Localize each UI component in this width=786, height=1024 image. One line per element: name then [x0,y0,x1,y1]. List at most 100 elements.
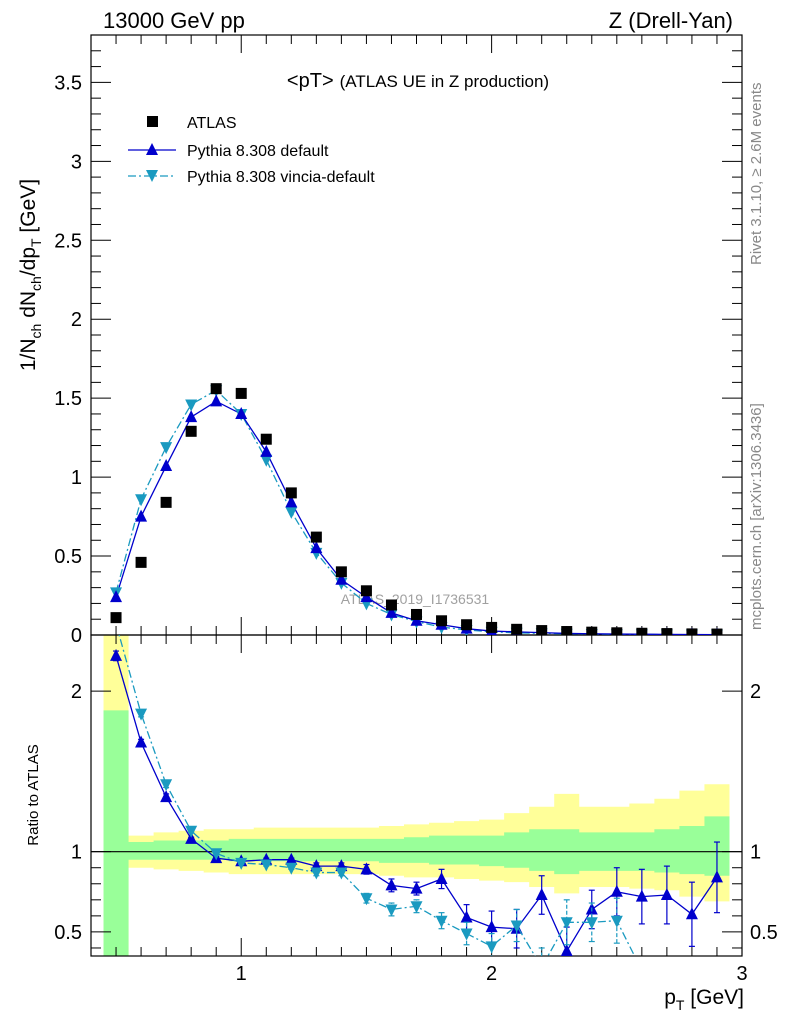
atlas-point [536,625,548,635]
plot-title: <pT> (ATLAS UE in Z production) [287,70,549,92]
ratio-default-point [560,944,573,956]
legend-label-default: Pythia 8.308 default [187,143,329,160]
ratio-vincia-point [210,848,223,861]
atlas-point [711,628,723,635]
vincia-point [285,506,298,519]
ratio-vincia-point [185,825,198,838]
default-point [385,605,398,618]
atlas-point [511,623,523,635]
atlas-point [611,627,623,635]
ratio-series [110,635,723,977]
default-point [335,572,348,585]
ratio-vincia-point [510,920,523,933]
ratio-default-point [410,881,423,894]
default-point [160,459,173,472]
default-point [135,509,148,522]
default-point [260,444,273,457]
header-left: 13000 GeV pp [103,8,245,33]
main-y-tick-label: 2.5 [54,230,82,252]
main-y-tick-label: 3 [71,151,82,173]
atlas-point [160,496,172,508]
ratio-default-point [660,888,673,901]
plot-title-sub: (ATLAS UE in Z production) [340,72,549,91]
atlas-point [285,487,297,499]
ratio-vincia-point [460,928,473,941]
ratio-default-point [485,920,498,933]
atlas-point [260,433,272,445]
ratio-default-point [185,831,198,844]
ratio-default-point [710,870,723,883]
main-y-tick-label: 1.5 [54,388,82,410]
ratio-y-tick-label: 0.5 [54,922,82,944]
atlas-point [360,585,372,597]
ratio-vincia-point [135,708,148,721]
atlas-point [686,628,698,635]
ratio-axes: 0.5 0.5 1 1 2 2 1 2 3 [54,635,778,985]
ratio-vincia-point [235,857,248,870]
atlas-point [110,612,122,624]
ratio-vincia-point [335,867,348,880]
ratio-y-tick-label-right: 2 [750,681,761,703]
ratio-vincia-point [636,965,648,977]
vincia-point [135,494,148,507]
legend-label-atlas: ATLAS [187,115,237,132]
atlas-point [436,615,448,627]
analysis-watermark: ATLAS_2019_I1736531 [341,591,490,607]
atlas-point [636,627,648,635]
vincia-point [160,442,173,455]
main-y-tick-label: 0.5 [54,546,82,568]
main-y-tick-label: 1 [71,467,82,489]
ratio-y-tick-label: 1 [71,842,82,864]
ratio-default-point [135,735,148,748]
atlas-point [210,383,222,395]
ratio-uncertainty-bands [91,635,742,956]
rivet-version-label: Rivet 3.1.10, ≥ 2.6M events [748,83,765,266]
main-series [110,383,723,635]
ratio-y-tick-label: 2 [71,681,82,703]
ratio-vincia-point [310,867,323,880]
ratio-vincia-point [560,917,573,930]
atlas-point [310,531,322,543]
ratio-vincia-point [160,779,173,792]
ratio-default-point [435,871,448,884]
ratio-vincia-point [360,893,373,906]
default-point [285,495,298,508]
vincia-point [185,399,198,412]
ratio-y-tick-label-right: 1 [750,842,761,864]
vincia-point [260,454,273,467]
default-point [235,406,248,419]
legend-marker-vincia [146,170,158,182]
atlas-point [235,387,247,399]
ratio-vincia-point [485,941,498,954]
atlas-point [486,621,498,633]
main-y-tick-label: 3.5 [54,72,82,94]
default-point [185,410,198,423]
ratio-default-point [635,889,648,902]
ratio-vincia-point [410,901,423,914]
ratio-default-point [360,862,373,875]
atlas-point [461,619,473,631]
atlas-point [135,556,147,568]
ratio-default-point [610,884,623,897]
x-tick-label: 1 [236,963,247,985]
atlas-point [185,425,197,437]
legend-label-vincia: Pythia 8.308 vincia-default [187,169,375,186]
header-right: Z (Drell-Yan) [609,8,733,33]
legend-marker-atlas [147,116,158,127]
ratio-vincia-line [118,635,636,956]
ratio-y-axis-label: Ratio to ATLAS [25,744,42,845]
atlas-point [586,626,598,635]
ratio-default-point [110,648,123,661]
ratio-vincia-point [585,917,598,930]
ratio-y-tick-label-right: 0.5 [750,922,778,944]
default-point [110,590,123,603]
mcplots-label: mcplots.cern.ch [arXiv:1306.3436] [748,403,765,630]
default-point [310,541,323,554]
ratio-band-outer [103,635,730,956]
legend-marker-default [146,143,158,155]
ratio-band-inner [103,710,730,956]
atlas-point [661,628,673,635]
main-y-tick-label: 0 [71,625,82,647]
ratio-default-point [535,888,548,901]
